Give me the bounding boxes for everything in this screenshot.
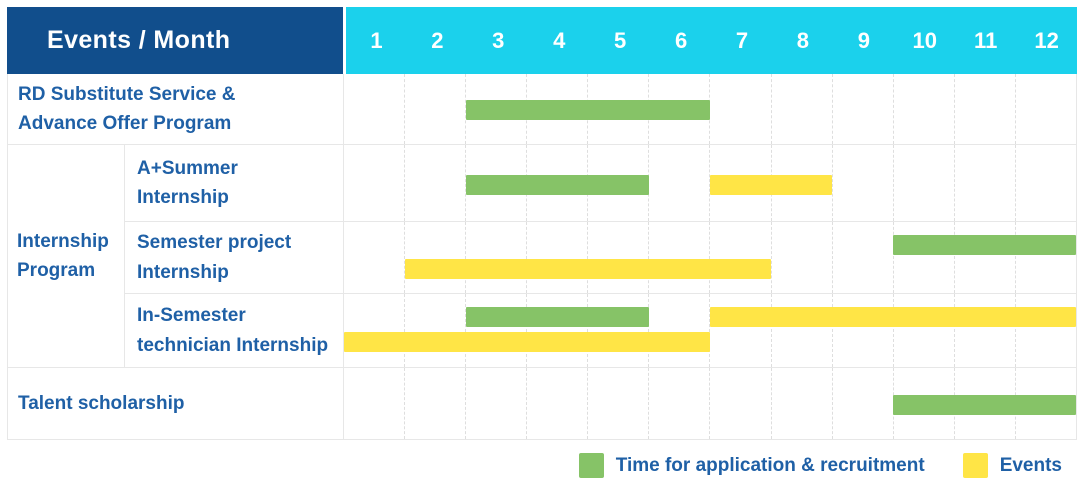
application-bar — [893, 235, 1076, 255]
month-cell — [831, 368, 893, 439]
month-header-cell: 11 — [974, 27, 998, 53]
month-cell — [892, 74, 954, 144]
row-label: A+Summer Internship — [124, 145, 343, 222]
month-header-cell: 9 — [857, 27, 870, 53]
month-cell — [831, 294, 893, 367]
month-cell — [1014, 145, 1076, 221]
month-cell — [465, 145, 526, 221]
month-cell — [709, 294, 770, 367]
month-cell — [831, 222, 893, 293]
month-cell — [587, 368, 648, 439]
row-label: Talent scholarship — [7, 368, 343, 440]
month-cell — [587, 222, 648, 293]
row-label: In-Semester technician Internship — [124, 294, 343, 368]
month-cell — [892, 222, 954, 293]
month-header-cell: 4 — [553, 27, 566, 53]
table-title: Events / Month — [7, 7, 343, 74]
month-cell — [953, 294, 1015, 367]
application-bar — [466, 100, 710, 121]
month-cell — [892, 145, 954, 221]
month-cell — [892, 294, 954, 367]
legend-item-application: Time for application & recruitment — [578, 453, 925, 478]
application-swatch-icon — [578, 453, 604, 478]
gantt-table: Events / Month 1 2 3 4 5 6 7 8 9 10 11 12 RD Substi… — [7, 7, 1077, 440]
month-cell — [526, 222, 587, 293]
month-cell — [648, 294, 709, 367]
event-bar — [405, 258, 771, 279]
legend-label-application: Time for application & recruitment — [615, 454, 925, 476]
event-bar — [344, 331, 710, 352]
month-header-cell: 2 — [431, 27, 444, 53]
month-header-cell: 7 — [735, 27, 749, 53]
month-header-cell: 1 — [370, 27, 383, 53]
month-cell — [648, 145, 709, 221]
month-cell — [587, 294, 648, 367]
month-cell — [344, 222, 404, 293]
application-bar — [466, 174, 649, 195]
month-cell — [953, 74, 1015, 144]
month-cell — [465, 294, 526, 367]
row-timeline — [343, 222, 1077, 294]
month-cell — [404, 145, 465, 221]
month-header-cell: 3 — [492, 27, 505, 53]
month-cell — [404, 222, 465, 293]
legend-item-events: Events — [962, 453, 1062, 478]
month-cell — [1014, 74, 1076, 144]
month-cell — [526, 368, 587, 439]
month-cell — [709, 368, 770, 439]
month-cell — [953, 222, 1015, 293]
row-timeline — [343, 368, 1077, 440]
month-header: 1 2 3 4 5 6 7 8 9 10 11 12 — [343, 7, 1077, 74]
row-label: Semester project Internship — [124, 222, 343, 294]
month-cell — [770, 74, 832, 144]
month-cell — [465, 222, 526, 293]
month-cell — [709, 222, 770, 293]
events-swatch-icon — [962, 453, 988, 478]
month-header-cell: 6 — [674, 27, 688, 53]
event-bar — [710, 307, 1076, 327]
row-timeline — [343, 294, 1077, 368]
month-cell — [526, 294, 587, 367]
month-cell — [953, 145, 1015, 221]
month-header-cell: 5 — [614, 27, 627, 53]
legend-label-events: Events — [999, 454, 1062, 476]
legend: Time for application & recruitment Event… — [578, 453, 1062, 478]
month-cell — [344, 74, 404, 144]
month-cell — [648, 368, 709, 439]
row-timeline — [343, 145, 1077, 222]
month-cell — [831, 145, 893, 221]
month-cell — [770, 294, 832, 367]
month-cell — [770, 222, 832, 293]
month-cell — [709, 74, 770, 144]
month-cell — [344, 294, 404, 367]
month-cell — [1014, 294, 1076, 367]
month-cell — [709, 145, 770, 221]
application-bar — [893, 394, 1076, 415]
month-cell — [465, 74, 526, 144]
month-header-cell: 8 — [796, 27, 810, 53]
month-header-cell: 12 — [1034, 27, 1059, 53]
row-timeline — [343, 74, 1077, 145]
row-label: RD Substitute Service & Advance Offer Pr… — [7, 74, 343, 145]
month-cell — [344, 145, 404, 221]
month-cell — [465, 368, 526, 439]
application-bar — [466, 307, 649, 327]
month-cell — [648, 222, 709, 293]
month-cell — [1014, 222, 1076, 293]
month-cell — [344, 368, 404, 439]
event-bar — [710, 174, 832, 195]
month-cell — [831, 74, 893, 144]
month-cell — [404, 368, 465, 439]
month-cell — [770, 368, 832, 439]
month-cell — [404, 294, 465, 367]
group-label: Internship Program — [7, 145, 124, 368]
month-cell — [404, 74, 465, 144]
month-header-cell: 10 — [912, 27, 937, 53]
